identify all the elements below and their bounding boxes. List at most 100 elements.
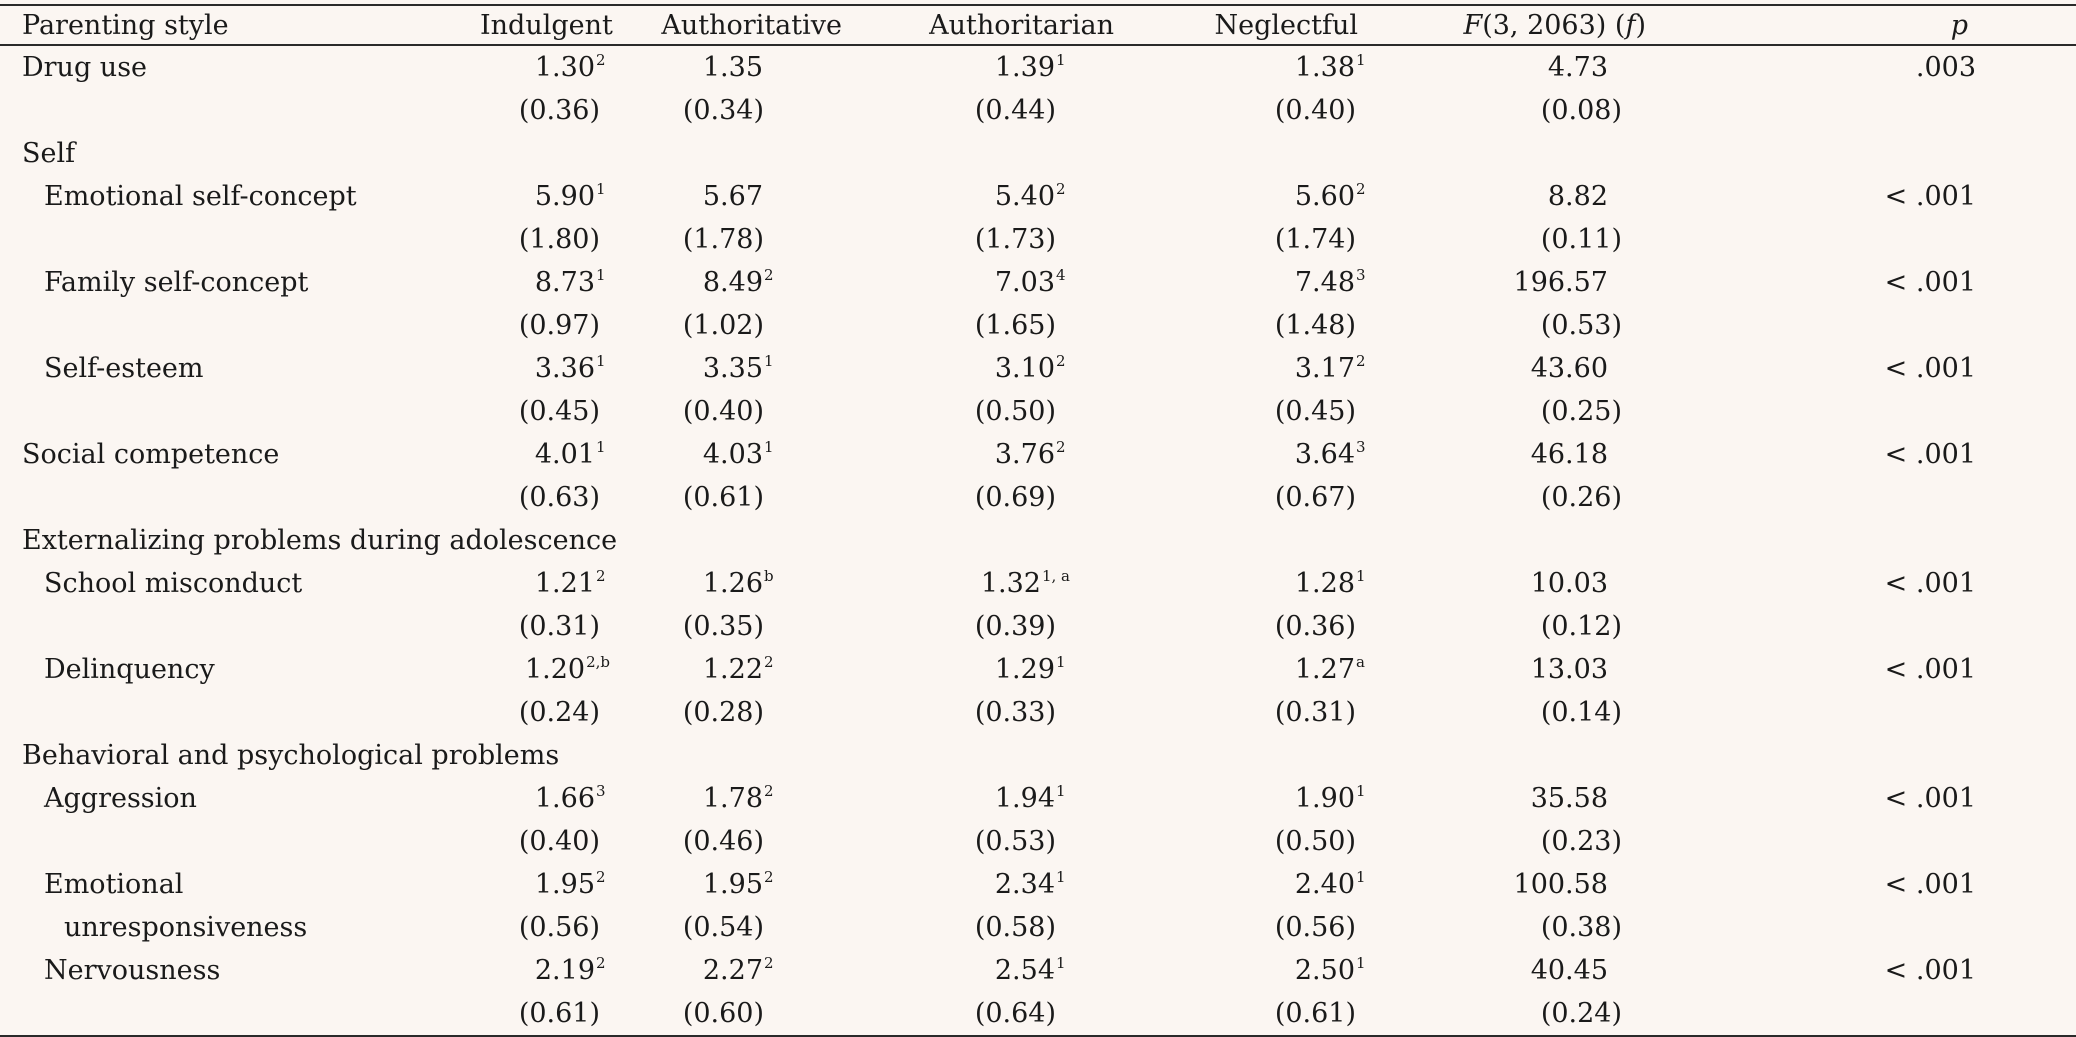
effect-size: (0.26) [1540,482,1622,513]
mean-authoritarian: 3.762 [882,433,1154,476]
f-value: 100.58 [1513,869,1608,900]
mean-value: 1.39 [994,52,1055,83]
mean-value: 1.94 [994,783,1055,814]
row-label: Drug use [22,52,148,83]
table-row: Self-esteem 3.361 3.351 3.102 3.172 43.60 < .0… [0,347,2076,390]
f-value: 43.60 [1530,353,1608,384]
row-label: School misconduct [44,568,303,599]
table-row-sd: (0.45) (0.40) (0.50) (0.45) (0.25) [0,390,2076,433]
group-superscript: 1 [764,352,774,370]
sd-neglectful: (1.74) [1274,224,1356,255]
mean-indulgent: 2.192 [480,949,610,992]
group-superscript: 1 [1056,782,1066,800]
mean-value: 1.21 [534,568,595,599]
p-value: < .001 [1884,869,1976,900]
row-label-continued [0,89,480,132]
sd-neglectful: (0.31) [1274,697,1356,728]
sd-authoritative: (0.34) [682,95,764,126]
mean-value: 1.78 [702,783,763,814]
empty-cell [1656,304,2076,347]
table-row-sd: (0.97) (1.02) (1.65) (1.48) (0.53) [0,304,2076,347]
section-row: Self [0,132,2076,175]
mean-value: 1.22 [702,654,763,685]
mean-value: 4.01 [534,439,595,470]
mean-authoritarian: 2.541 [882,949,1154,992]
mean-neglectful: 7.483 [1154,261,1426,304]
row-label-continued [0,992,480,1037]
sd-indulgent: (0.40) [518,826,600,857]
sd-authoritarian: (0.64) [882,992,1154,1037]
mean-value: 1.26 [702,568,763,599]
table-row: Emotional 1.952 1.952 2.341 2.401 100.58 < .00… [0,863,2076,906]
sd-neglectful: (0.67) [1274,482,1356,513]
mean-indulgent: 1.663 [480,777,610,820]
mean-value: 7.03 [994,267,1055,298]
empty-cell [1656,390,2076,433]
table-row: School misconduct 1.212 1.26b 1.321, a 1.281… [0,562,2076,605]
sd-authoritarian: (0.58) [974,912,1056,943]
header-parenting-style: Parenting style [0,4,480,46]
f-value: 46.18 [1530,439,1608,470]
mean-indulgent: 1.302 [480,45,610,89]
mean-authoritative: 1.222 [610,648,882,691]
mean-value: 5.40 [994,181,1055,212]
mean-authoritative: 5.67 [610,175,882,218]
table-row: Social competence 4.011 4.031 3.762 3.643 46.… [0,433,2076,476]
sd-indulgent: (0.45) [518,396,600,427]
mean-value: 1.27 [1294,654,1355,685]
row-label: Family self-concept [44,267,309,298]
mean-value: 1.32 [980,568,1041,599]
mean-value: 4.03 [702,439,763,470]
sd-indulgent: (0.97) [518,310,600,341]
empty-cell [1656,820,2076,863]
mean-indulgent: 4.011 [480,433,610,476]
mean-value: 2.40 [1294,869,1355,900]
table-row: Emotional self-concept 5.901 5.67 5.402 5.60… [0,175,2076,218]
mean-value: 1.95 [702,869,763,900]
empty-cell [1656,218,2076,261]
group-superscript: 2,b [586,653,610,671]
mean-value: 2.54 [994,955,1055,986]
sd-indulgent: (0.31) [518,611,600,642]
mean-neglectful: 5.602 [1154,175,1426,218]
mean-value: 1.38 [1294,52,1355,83]
group-superscript: 1 [596,180,606,198]
p-value: < .001 [1884,654,1976,685]
sd-authoritarian: (1.65) [974,310,1056,341]
mean-value: 5.60 [1294,181,1355,212]
mean-authoritarian: 1.321, a [882,562,1154,605]
p-value: .003 [1915,52,1976,83]
effect-size: (0.12) [1540,611,1622,642]
mean-neglectful: 2.401 [1154,863,1426,906]
group-superscript: 1 [1356,782,1366,800]
empty-cell [1656,691,2076,734]
effect-size: (0.08) [1540,95,1622,126]
group-superscript: 2 [764,653,774,671]
sd-indulgent: (1.80) [518,224,600,255]
sd-indulgent: (0.36) [518,95,600,126]
group-superscript: 2 [596,51,606,69]
row-label-continued: unresponsiveness [64,912,308,943]
empty-cell [1656,992,2076,1037]
table-row-sd: (0.63) (0.61) (0.69) (0.67) (0.26) [0,476,2076,519]
f-value: 10.03 [1530,568,1608,599]
f-value: 35.58 [1530,783,1608,814]
group-superscript: 2 [1356,180,1366,198]
mean-neglectful: 1.281 [1154,562,1426,605]
mean-value: 2.34 [994,869,1055,900]
header-p-value: p [1656,4,2076,46]
mean-authoritative: 2.272 [610,949,882,992]
section-label: Self [22,138,76,169]
effect-size: (0.11) [1540,224,1622,255]
mean-value: 8.73 [534,267,595,298]
mean-authoritarian: 5.402 [882,175,1154,218]
row-label-continued [0,304,480,347]
mean-value: 1.30 [534,52,595,83]
section-label: Externalizing problems during adolescenc… [22,525,618,556]
header-authoritative: Authoritative [610,4,882,46]
table-row-sd: (0.40) (0.46) (0.53) (0.50) (0.23) [0,820,2076,863]
mean-authoritative: 3.351 [610,347,882,390]
mean-neglectful: 2.501 [1154,949,1426,992]
mean-neglectful: 1.901 [1154,777,1426,820]
mean-authoritarian: 1.291 [882,648,1154,691]
